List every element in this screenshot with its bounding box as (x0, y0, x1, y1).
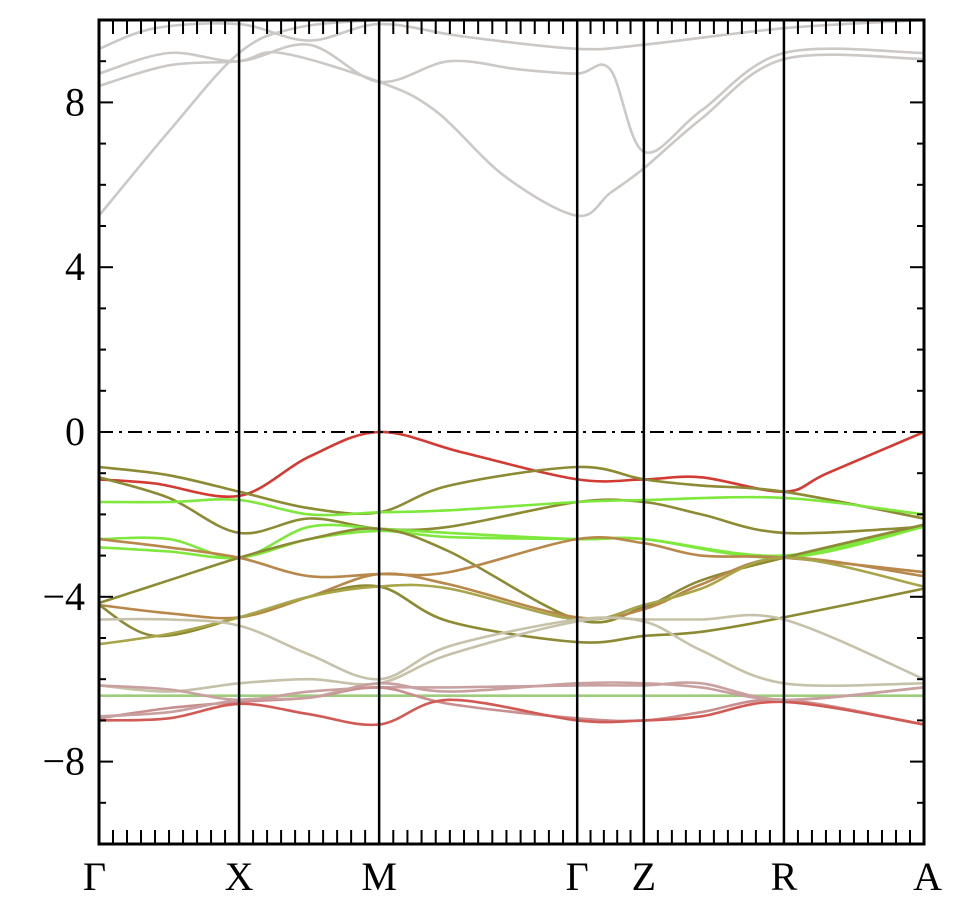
kpoint-label: Γ (83, 854, 106, 899)
kpoint-label: X (225, 854, 254, 899)
kpoint-label: R (771, 854, 798, 899)
plot-frame (97, 18, 926, 846)
band-line-19 (99, 681, 924, 702)
band-line-21 (99, 698, 924, 727)
band-line-3 (99, 43, 924, 155)
band-line-4 (99, 20, 924, 51)
y-tick-label: −4 (42, 574, 85, 619)
y-tick-label: 4 (65, 244, 85, 289)
band-line-1 (99, 20, 924, 217)
band-line-16 (99, 613, 924, 681)
band-line-12 (99, 536, 924, 579)
kpoint-label: Γ (566, 854, 589, 899)
band-line-14 (99, 584, 924, 644)
band-line-8 (99, 495, 924, 517)
y-tick-label: 8 (65, 79, 85, 124)
band-line-7 (99, 476, 924, 535)
band-line-2 (99, 50, 924, 218)
band-line-10 (99, 523, 924, 560)
y-tick-labels: −8 −4 0 4 8 (42, 79, 85, 783)
band-line-13 (99, 556, 924, 620)
band-line-15 (99, 556, 924, 646)
kpoint-label: Z (632, 854, 656, 899)
y-tick-label: −8 (42, 739, 85, 784)
kpoint-label: M (361, 854, 397, 899)
ticks-layer (99, 19, 924, 845)
band-line-22 (99, 681, 924, 718)
y-tick-label: 0 (65, 409, 85, 454)
band-line-6 (99, 465, 924, 520)
series-layer (99, 20, 924, 727)
band-line-17 (99, 616, 924, 693)
kpoint-label: A (913, 854, 942, 899)
